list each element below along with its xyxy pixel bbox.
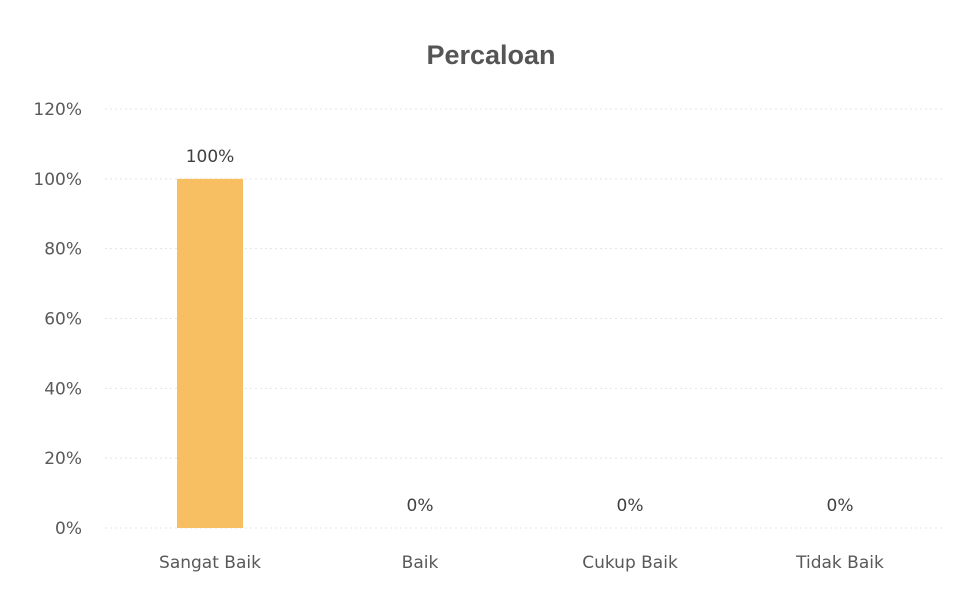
x-axis-category-labels: Sangat Baik Baik Cukup Baik Tidak Baik: [159, 553, 884, 573]
chart-title: Percaloan: [426, 40, 555, 70]
y-tick-label: 120%: [33, 100, 82, 120]
data-label: 0%: [827, 496, 854, 516]
data-label: 0%: [407, 496, 434, 516]
data-labels: 100% 0% 0% 0%: [186, 147, 854, 516]
gridlines: [105, 108, 945, 529]
y-tick-label: 0%: [55, 519, 82, 539]
x-category-label: Cukup Baik: [582, 553, 678, 573]
x-category-label: Baik: [402, 553, 439, 573]
y-tick-label: 40%: [44, 379, 82, 399]
bars: [177, 178, 243, 529]
data-label: 0%: [617, 496, 644, 516]
y-tick-label: 20%: [44, 449, 82, 469]
y-tick-label: 60%: [44, 310, 82, 330]
x-category-label: Sangat Baik: [159, 553, 261, 573]
x-category-label: Tidak Baik: [795, 553, 884, 573]
y-tick-label: 80%: [44, 240, 82, 260]
data-label: 100%: [186, 147, 235, 167]
bar: [177, 178, 243, 529]
y-axis-tick-labels: 0% 20% 40% 60% 80% 100% 120%: [33, 100, 82, 539]
y-tick-label: 100%: [33, 170, 82, 190]
